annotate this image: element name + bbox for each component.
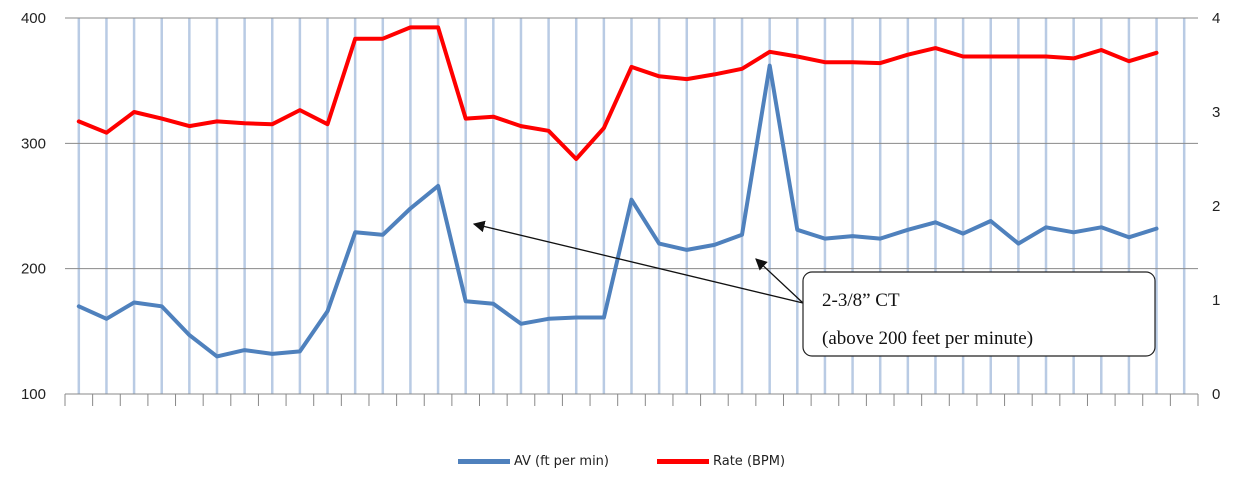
x-axis-ticks <box>64 394 1199 406</box>
annotation-line-2: (above 200 feet per minute) <box>822 328 1033 349</box>
left-axis-tick-label: 200 <box>21 261 46 278</box>
left-axis-tick-labels: 100 200 300 400 <box>21 10 46 403</box>
legend-swatch-av <box>457 459 510 464</box>
right-axis-tick-label: 4 <box>1212 10 1220 27</box>
series-line-rate <box>76 25 1159 161</box>
legend-label-rate: Rate (BPM) <box>713 454 786 469</box>
legend: AV (ft per min) Rate (BPM) <box>0 454 1243 469</box>
right-axis-tick-label: 1 <box>1212 292 1220 309</box>
annotation-arrow-1 <box>472 220 804 304</box>
legend-item-rate: Rate (BPM) <box>657 454 785 469</box>
right-axis-tick-label: 2 <box>1212 198 1220 215</box>
horizontal-gridlines <box>65 17 1198 270</box>
legend-swatch-rate <box>657 459 709 464</box>
left-axis-tick-label: 400 <box>21 10 46 27</box>
annotation-box <box>802 271 1156 357</box>
right-axis-tick-label: 0 <box>1212 386 1220 403</box>
annotation-line-1: 2-3/8” CT <box>822 290 900 311</box>
right-axis-tick-labels: 0 1 2 3 4 <box>1212 10 1220 403</box>
left-axis-tick-label: 300 <box>21 135 46 152</box>
annotation-arrow-2 <box>755 258 804 304</box>
right-axis-tick-label: 3 <box>1212 104 1220 121</box>
left-axis-tick-label: 100 <box>21 386 46 403</box>
legend-label-av: AV (ft per min) <box>513 454 609 469</box>
legend-item-av: AV (ft per min) <box>457 454 609 469</box>
